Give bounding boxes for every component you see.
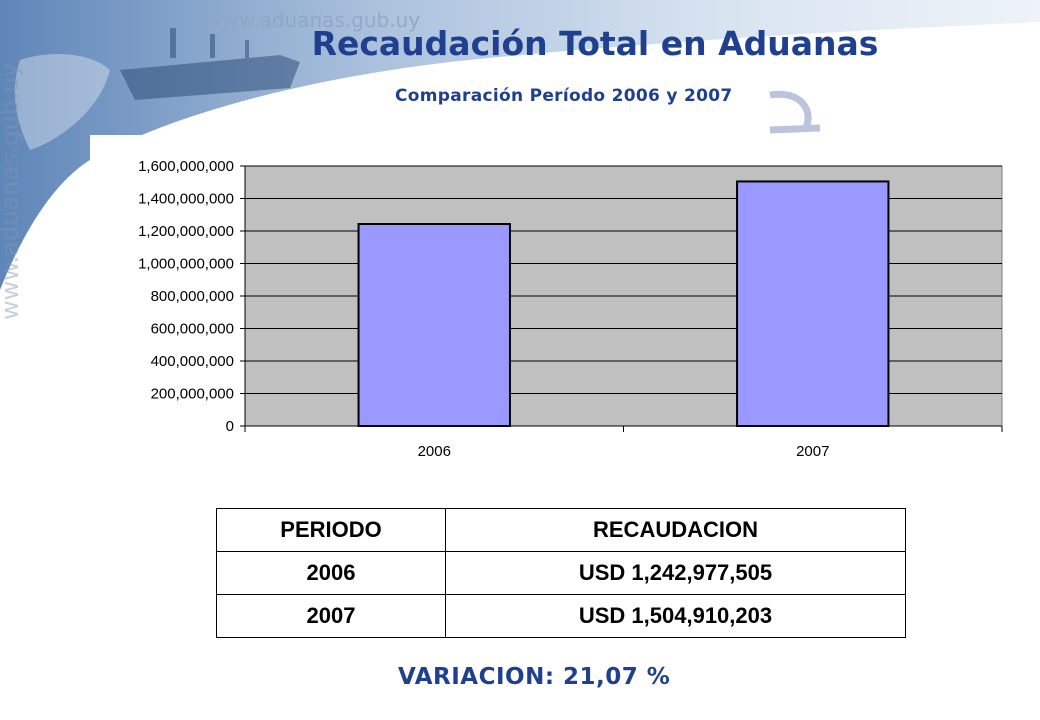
y-tick-label: 0 <box>226 418 234 435</box>
table-header-row: PERIODO RECAUDACION <box>216 508 906 552</box>
table-row: 2007 USD 1,504,910,203 <box>216 594 906 638</box>
y-tick-label: 400,000,000 <box>151 353 234 370</box>
column-header-recaudacion: RECAUDACION <box>445 508 906 552</box>
cell-recaudacion: USD 1,242,977,505 <box>445 551 906 595</box>
bar-chart: 0 200,000,000 400,000,000 600,000,000 800,00… <box>138 158 1003 460</box>
bar-2006 <box>357 223 511 427</box>
cell-periodo: 2007 <box>216 594 446 638</box>
recaudacion-table: PERIODO RECAUDACION 2006 USD 1,242,977,5… <box>216 508 906 638</box>
cell-periodo: 2006 <box>216 551 446 595</box>
column-header-periodo: PERIODO <box>216 508 446 552</box>
cell-recaudacion: USD 1,504,910,203 <box>445 594 906 638</box>
table-row: 2006 USD 1,242,977,505 <box>216 551 906 595</box>
variacion-label: VARIACION: 21,07 % <box>398 664 671 690</box>
page-title: Recaudación Total en Aduanas <box>311 24 879 63</box>
chart-area: 0 200,000,000 400,000,000 600,000,000 800,00… <box>90 135 1010 470</box>
y-tick-label: 1,400,000,000 <box>138 191 234 208</box>
y-tick-label: 1,200,000,000 <box>138 223 234 240</box>
watermark-url: www.aduanas.gub.uy <box>206 8 421 32</box>
y-tick-label: 1,600,000,000 <box>138 158 234 175</box>
y-tick-label: 800,000,000 <box>151 288 234 305</box>
svg-text:www.aduanas.gub.uy: www.aduanas.gub.uy <box>0 63 24 320</box>
page-subtitle: Comparación Período 2006 y 2007 <box>395 86 733 106</box>
x-tick-label: 2006 <box>418 443 451 460</box>
y-tick-label: 1,000,000,000 <box>138 256 234 273</box>
y-tick-label: 200,000,000 <box>151 386 234 403</box>
bar-2007 <box>736 180 890 428</box>
y-tick-label: 600,000,000 <box>151 321 234 338</box>
x-tick-label: 2007 <box>796 443 829 460</box>
